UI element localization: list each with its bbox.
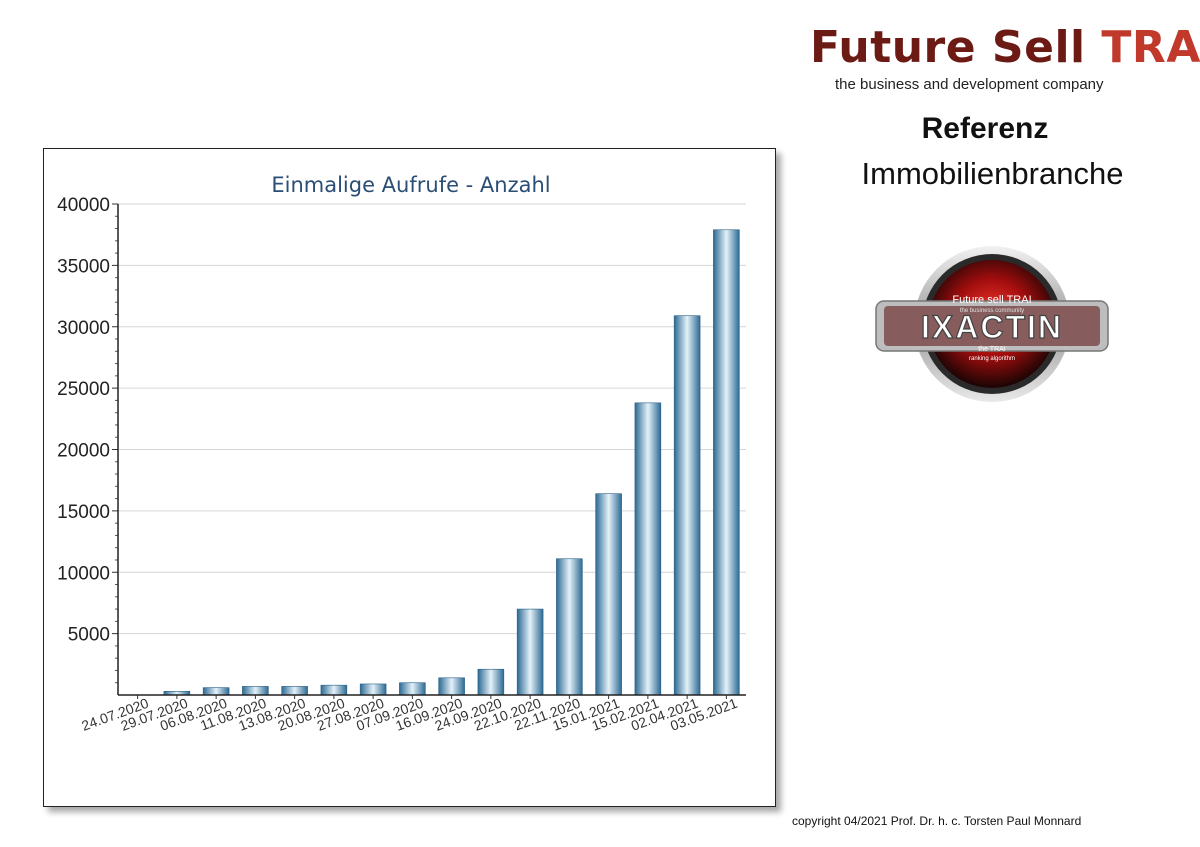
- y-tick-label: 10000: [57, 563, 110, 584]
- logo-band-inner: [884, 306, 1100, 346]
- ixactin-logo: Future sell TRAI the business community …: [875, 246, 1109, 402]
- bar: [556, 558, 583, 696]
- bar: [516, 608, 544, 696]
- bar: [399, 682, 426, 696]
- bar: [595, 493, 622, 696]
- bar: [713, 229, 740, 696]
- brand-name-accent: TRAI: [1101, 22, 1200, 73]
- bar: [477, 668, 505, 696]
- brand-name: Future Sell TRAI: [810, 22, 1200, 74]
- logo-community: the business community: [960, 308, 1024, 314]
- bar: [320, 684, 348, 696]
- y-tick-label: 25000: [57, 379, 110, 400]
- logo-line1: the TRAI: [978, 346, 1006, 353]
- bar: [438, 677, 465, 696]
- copyright-note: copyright 04/2021 Prof. Dr. h. c. Torste…: [792, 814, 1082, 828]
- bar: [359, 683, 387, 696]
- logo-word: IXACTIN: [921, 309, 1063, 345]
- brand-tagline: the business and development company: [835, 76, 1104, 93]
- reference-title: Referenz: [921, 112, 1049, 145]
- y-tick-label: 15000: [57, 502, 110, 523]
- brand-name-main: Future Sell: [810, 22, 1102, 73]
- bar: [242, 686, 269, 696]
- bar: [673, 315, 701, 696]
- chart-frame: Einmalige Aufrufe - Anzahl 5000 10000 1500…: [43, 148, 776, 807]
- bar: [634, 402, 662, 696]
- chart-title: Einmalige Aufrufe - Anzahl: [271, 173, 550, 197]
- bar: [202, 687, 230, 696]
- y-tick-label: 20000: [57, 441, 110, 462]
- bar-chart: Einmalige Aufrufe - Anzahl 5000 10000 1500…: [57, 173, 746, 734]
- y-tick-label: 40000: [57, 195, 110, 216]
- y-tick-label: 35000: [57, 256, 110, 277]
- logo-line2: ranking algorithm: [969, 356, 1015, 362]
- logo-brand: Future sell TRAI: [952, 294, 1031, 306]
- y-tick-label: 30000: [57, 318, 110, 339]
- reference-subtitle: Immobilienbranche: [861, 156, 1124, 191]
- y-tick-label: 5000: [68, 625, 110, 646]
- bar: [281, 686, 308, 696]
- brand-logo: Future Sell TRAI the business and develo…: [810, 22, 1200, 93]
